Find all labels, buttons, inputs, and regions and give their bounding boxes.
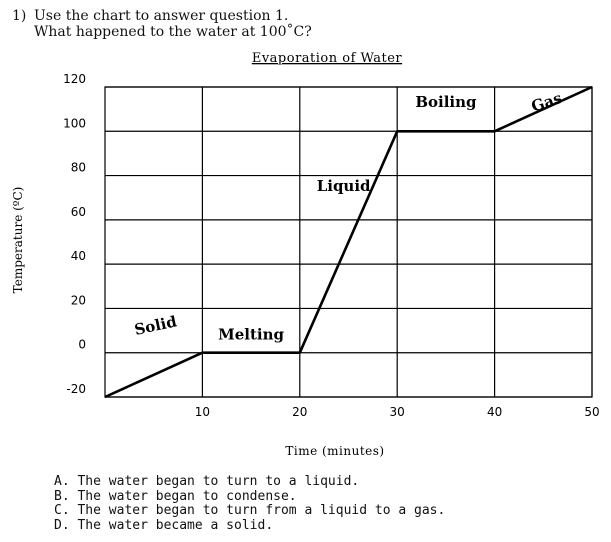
answer-b[interactable]: B. The water began to condense. [54, 488, 297, 504]
chart-annotations: Solid Melting Liquid Boiling Gas [133, 89, 564, 344]
y-tick-label: 60 [71, 205, 86, 219]
answer-c[interactable]: C. The water began to turn from a liquid… [54, 503, 446, 518]
x-tick-label: 50 [584, 405, 599, 419]
temperature-chart: -20 0 20 40 60 80 100 120 10 20 30 40 50 Solid Meltin… [11, 51, 600, 458]
y-tick-label: 20 [71, 293, 86, 307]
phase-label: Solid [133, 312, 179, 339]
y-tick-label: 100 [63, 116, 86, 130]
chart-grid [104, 86, 593, 398]
question-text: 1) Use the chart to answer question 1. Wh… [12, 8, 312, 40]
question-number: 1) [12, 8, 27, 24]
y-axis-label: Temperature (ºC) [11, 187, 25, 294]
phase-label: Boiling [415, 93, 477, 111]
answer-d[interactable]: D. The water became a solid. [54, 517, 274, 533]
chart-series [104, 85, 593, 399]
x-tick-label: 30 [390, 405, 405, 419]
y-tick-label: 0 [78, 338, 86, 352]
answer-a[interactable]: A. The water began to turn to a liquid. [54, 474, 360, 489]
phase-label: Gas [529, 89, 564, 116]
data-line [104, 85, 593, 399]
y-tick-label: 80 [71, 161, 86, 175]
x-tick-label: 40 [487, 405, 502, 419]
answer-choices: A. The water began to turn to a liquid. … [54, 474, 446, 533]
phase-label: Melting [218, 325, 284, 343]
y-tick-label: 40 [71, 249, 86, 263]
question-line-2: What happened to the water at 100˚C? [34, 24, 312, 40]
x-tick-label: 10 [195, 405, 210, 419]
x-tick-label: 20 [292, 405, 307, 419]
x-axis-label: Time (minutes) [285, 444, 384, 458]
phase-label: Liquid [317, 177, 371, 195]
question-line-1: Use the chart to answer question 1. [34, 8, 289, 24]
y-tick-label: -20 [66, 382, 86, 396]
chart-title: Evaporation of Water [252, 51, 403, 66]
y-tick-label: 120 [63, 72, 86, 86]
chart-ticks: -20 0 20 40 60 80 100 120 10 20 30 40 50 [63, 72, 600, 419]
